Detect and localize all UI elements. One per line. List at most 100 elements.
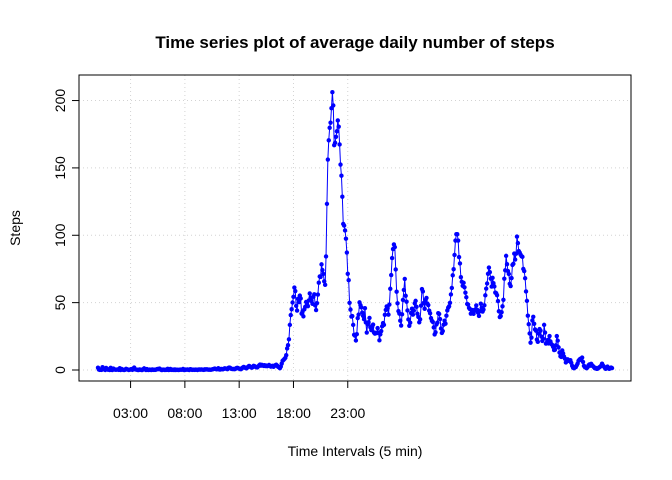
data-point — [531, 321, 537, 326]
data-point — [465, 302, 471, 307]
data-point — [413, 298, 418, 304]
y-tick-label: 50 — [52, 295, 68, 311]
data-point — [324, 201, 330, 207]
data-point — [348, 307, 353, 312]
data-point — [337, 142, 342, 147]
data-point — [580, 359, 586, 365]
data-point — [455, 238, 461, 243]
data-point — [514, 234, 520, 239]
data-point — [446, 304, 452, 309]
data-point — [449, 285, 455, 291]
data-point — [463, 290, 468, 295]
data-point — [398, 318, 403, 323]
data-point — [314, 300, 320, 306]
data-point — [313, 307, 319, 313]
data-point — [418, 303, 424, 308]
data-point — [367, 315, 372, 321]
data-point — [483, 293, 488, 298]
data-point — [328, 120, 333, 125]
data-point — [513, 251, 519, 256]
data-point — [533, 328, 539, 333]
data-point — [330, 89, 335, 95]
data-point — [339, 173, 344, 178]
data-point — [370, 322, 376, 327]
x-tick-label: 03:00 — [113, 405, 148, 421]
data-point — [320, 267, 325, 273]
chart-title: Time series plot of average daily number… — [155, 33, 554, 52]
gridlines — [79, 75, 631, 381]
data-point — [547, 333, 552, 339]
data-point — [287, 322, 293, 328]
data-point — [389, 272, 394, 278]
data-point — [502, 276, 507, 281]
data-point — [447, 300, 453, 305]
data-point — [307, 291, 312, 296]
y-tick-label: 100 — [52, 223, 68, 247]
data-point — [455, 231, 460, 237]
data-point — [285, 343, 291, 348]
data-point — [556, 345, 561, 350]
x-axis-label: Time Intervals (5 min) — [288, 443, 423, 459]
data-point — [511, 261, 516, 267]
data-point — [403, 293, 408, 298]
data-point — [379, 328, 384, 334]
data-point — [350, 322, 356, 328]
data-point — [482, 303, 487, 308]
data-point — [408, 320, 413, 325]
data-point — [538, 328, 543, 333]
data-point — [440, 328, 445, 334]
data-point — [528, 340, 533, 345]
data-point — [433, 330, 438, 335]
data-point — [392, 244, 398, 250]
data-point — [492, 284, 497, 289]
data-point — [443, 321, 448, 326]
data-point — [410, 312, 416, 317]
data-point — [315, 292, 321, 297]
data-point — [381, 322, 387, 328]
data-point — [422, 306, 427, 312]
data-point — [520, 254, 525, 260]
data-point — [286, 337, 292, 342]
data-point — [524, 298, 530, 304]
x-tick-label: 13:00 — [222, 405, 257, 421]
x-tick-label: 23:00 — [330, 405, 365, 421]
data-point — [325, 157, 331, 162]
data-point — [327, 125, 332, 130]
data-point — [506, 271, 512, 277]
data-point — [338, 162, 343, 167]
data-point — [335, 118, 341, 123]
data-point — [341, 223, 347, 228]
data-point — [494, 293, 500, 298]
data-point — [552, 347, 558, 352]
data-point — [346, 277, 351, 283]
data-point — [400, 297, 406, 303]
data-point — [405, 308, 410, 313]
data-point — [284, 352, 289, 358]
data-point — [399, 312, 405, 317]
data-point — [322, 282, 328, 288]
y-tick-label: 200 — [52, 89, 68, 113]
data-point — [293, 288, 298, 294]
data-point — [343, 236, 349, 241]
data-point — [609, 365, 615, 371]
data-point — [293, 303, 299, 309]
data-point — [452, 252, 457, 258]
data-point — [344, 250, 350, 255]
data-point — [360, 310, 365, 315]
data-point — [427, 311, 433, 316]
data-point — [490, 275, 495, 281]
data-point — [535, 339, 540, 345]
data-point — [478, 301, 483, 306]
data-point — [424, 295, 429, 301]
data-point — [342, 228, 348, 233]
data-point — [474, 303, 479, 308]
data-point — [355, 315, 360, 321]
data-point — [354, 331, 360, 337]
data-point — [291, 294, 296, 300]
data-point — [486, 265, 492, 270]
data-point — [402, 276, 407, 282]
data-point — [356, 312, 361, 317]
data-point — [542, 330, 548, 335]
data-point — [484, 286, 489, 291]
